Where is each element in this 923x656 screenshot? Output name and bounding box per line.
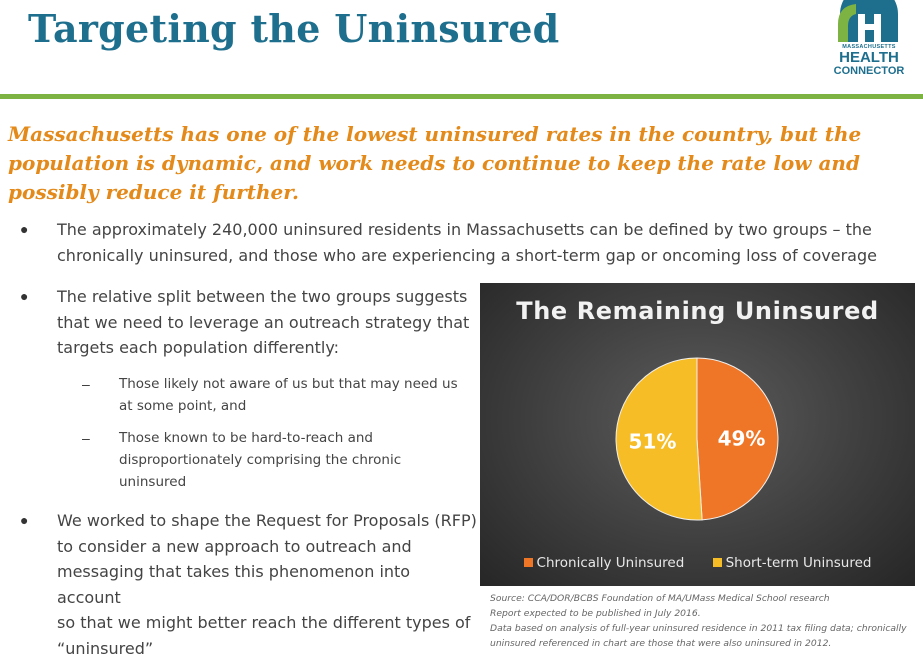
bullet-line: chronically uninsured, and those who are…	[57, 245, 877, 265]
logo-text-connector: CONNECTOR	[833, 65, 905, 77]
legend-item-chronic: Chronically Uninsured	[523, 555, 685, 571]
bullet-line: to consider a new approach to outreach a…	[57, 536, 412, 556]
legend-swatch-chronic	[523, 558, 533, 567]
source-line: Data based on analysis of full-year unin…	[490, 623, 907, 634]
bullet-dot: ●	[20, 288, 29, 304]
subtitle-line: possibly reduce it further.	[8, 180, 299, 204]
bullet-line: messaging that takes this phenomenon int…	[57, 562, 411, 607]
pie-chart: 49% 51%	[615, 357, 779, 521]
sub-bullet-line: uninsured	[119, 474, 187, 490]
bullet-line: targets each population differently:	[57, 338, 340, 357]
slide-subtitle: Massachusetts has one of the lowest unin…	[8, 120, 908, 207]
logo-text-state: MASSACHUSETTS	[842, 44, 896, 50]
source-line: Source: CCA/DOR/BCBS Foundation of MA/UM…	[490, 593, 830, 604]
bullet-dot: ●	[20, 221, 29, 237]
sub-bullet-line: Those known to be hard-to-reach and	[119, 430, 373, 446]
subtitle-line: population is dynamic, and work needs to…	[8, 151, 860, 175]
slide-title: Targeting the Uninsured	[28, 6, 560, 51]
logo-mark-icon	[838, 0, 898, 42]
bullet-1: The approximately 240,000 uninsured resi…	[57, 217, 917, 268]
data-label-short-term: 51%	[629, 429, 677, 453]
sub-bullet-line: at some point, and	[119, 398, 247, 414]
sub-bullet-1: Those likely not aware of us but that ma…	[119, 373, 469, 417]
data-label-chronic: 49%	[718, 427, 766, 451]
bullet-line: The approximately 240,000 uninsured resi…	[57, 220, 872, 239]
chart-title: The Remaining Uninsured	[516, 297, 879, 325]
source-line: Report expected to be published in July …	[490, 608, 701, 619]
legend-swatch-short-term	[712, 558, 722, 567]
legend-label-chronic: Chronically Uninsured	[536, 555, 685, 571]
sub-bullet-dash: –	[82, 430, 90, 446]
bullet-2: The relative split between the two group…	[57, 284, 477, 361]
sub-bullet-dash: –	[82, 376, 90, 392]
health-connector-logo: MASSACHUSETTS HEALTH CONNECTOR	[833, 0, 905, 90]
pie-slice-chronic	[696, 357, 779, 521]
bullet-dot: ●	[20, 512, 29, 528]
pie-slice-short-term	[615, 357, 703, 521]
bullet-line: so that we might better reach the differ…	[57, 613, 471, 632]
source-note: Source: CCA/DOR/BCBS Foundation of MA/UM…	[490, 591, 915, 651]
sub-bullet-2: Those known to be hard-to-reach and disp…	[119, 427, 469, 493]
bullet-line: that we need to leverage an outreach str…	[57, 312, 470, 332]
logo-text-health: HEALTH	[839, 49, 899, 66]
chart-legend: Chronically Uninsured Short-term Uninsur…	[480, 555, 915, 571]
legend-item-short-term: Short-term Uninsured	[712, 555, 872, 571]
sub-bullet-line: Those likely not aware of us but that ma…	[119, 376, 458, 392]
sub-bullet-line: disproportionately comprising the chroni…	[119, 452, 402, 468]
subtitle-line: Massachusetts has one of the lowest unin…	[8, 122, 862, 146]
bullet-line: We worked to shape the Request for Propo…	[57, 511, 477, 530]
pie-chart-panel: The Remaining Uninsured 49% 51% Chronical…	[480, 283, 915, 586]
bullet-line: The relative split between the two group…	[57, 287, 468, 306]
bullet-3: We worked to shape the Request for Propo…	[57, 508, 477, 656]
source-line: uninsured referenced in chart are those …	[490, 638, 832, 649]
header-divider	[0, 94, 923, 99]
legend-label-short-term: Short-term Uninsured	[725, 555, 872, 571]
bullet-line: “uninsured”	[57, 638, 154, 656]
